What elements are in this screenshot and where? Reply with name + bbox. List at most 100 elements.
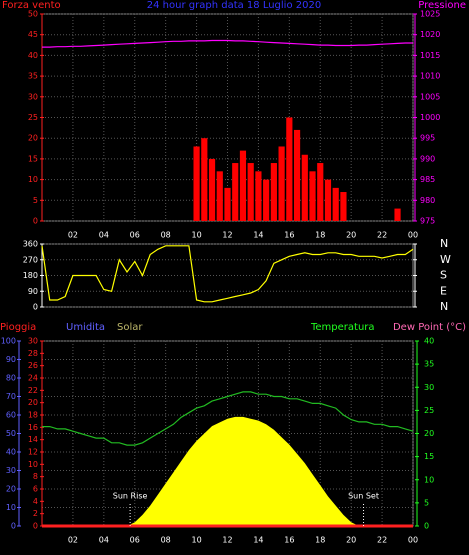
x-tick-label: 06 bbox=[130, 536, 140, 545]
y-tick-label: 985 bbox=[420, 175, 435, 184]
y-tick-label: 20 bbox=[424, 429, 434, 438]
axis-label: Dew Point (°C) bbox=[393, 322, 466, 333]
axis-label: Pioggia bbox=[0, 322, 36, 333]
x-tick-label: 12 bbox=[222, 536, 232, 545]
annotation: Sun Rise bbox=[113, 492, 148, 501]
y-tick-label: 60 bbox=[6, 411, 16, 420]
x-tick-label: 20 bbox=[346, 536, 356, 545]
axis-label: Umidita bbox=[66, 322, 105, 333]
y-tick-label: 995 bbox=[420, 134, 435, 143]
x-tick-label: 04 bbox=[99, 231, 109, 240]
bar bbox=[286, 117, 293, 221]
x-tick-label: 00 bbox=[408, 231, 418, 240]
y-tick-label: 0 bbox=[33, 303, 38, 312]
y-tick-label: 26 bbox=[28, 361, 38, 370]
y-tick-label: 80 bbox=[6, 374, 16, 383]
y-tick-label: 25 bbox=[28, 113, 38, 122]
y-tick-label: 30 bbox=[28, 92, 38, 101]
y-tick-label: 90 bbox=[6, 355, 16, 364]
line bbox=[42, 391, 414, 446]
y-tick-label: 5 bbox=[33, 196, 38, 205]
y-tick-label: E bbox=[440, 284, 447, 297]
y-tick-label: 12 bbox=[28, 448, 38, 457]
y-tick-label: 16 bbox=[28, 423, 38, 432]
bar bbox=[309, 171, 316, 221]
line bbox=[41, 245, 414, 303]
x-tick-label: 10 bbox=[191, 536, 201, 545]
x-tick-label: 08 bbox=[161, 536, 171, 545]
axis-label: Forza vento bbox=[2, 0, 61, 11]
y-tick-label: 5 bbox=[424, 498, 429, 507]
y-tick-label: 975 bbox=[420, 217, 435, 226]
bar bbox=[270, 163, 277, 221]
y-tick-label: 270 bbox=[23, 255, 38, 264]
y-tick-label: 0 bbox=[11, 522, 16, 531]
y-tick-label: 40 bbox=[28, 51, 38, 60]
y-tick-label: 24 bbox=[28, 374, 38, 383]
y-tick-label: 30 bbox=[28, 337, 38, 346]
x-tick-label: 08 bbox=[161, 231, 171, 240]
x-tick-label: 00 bbox=[408, 536, 418, 545]
y-tick-label: 4 bbox=[33, 497, 38, 506]
y-tick-label: 1000 bbox=[420, 113, 440, 122]
y-tick-label: 980 bbox=[420, 196, 435, 205]
bar bbox=[193, 146, 200, 221]
y-tick-label: 8 bbox=[33, 472, 38, 481]
y-tick-label: 90 bbox=[28, 287, 38, 296]
y-tick-label: 70 bbox=[6, 392, 16, 401]
y-tick-label: 40 bbox=[6, 448, 16, 457]
y-tick-label: 40 bbox=[424, 337, 434, 346]
y-tick-label: 10 bbox=[28, 460, 38, 469]
y-tick-label: 20 bbox=[28, 398, 38, 407]
y-tick-label: 6 bbox=[33, 485, 38, 494]
y-tick-label: 100 bbox=[1, 337, 16, 346]
bar bbox=[263, 179, 270, 221]
y-tick-label: 14 bbox=[28, 435, 38, 444]
y-tick-label: 10 bbox=[424, 475, 434, 484]
bar bbox=[394, 208, 401, 221]
y-tick-label: 360 bbox=[23, 240, 38, 249]
y-tick-label: 10 bbox=[6, 503, 16, 512]
bar bbox=[278, 146, 285, 221]
y-tick-label: 10 bbox=[28, 175, 38, 184]
y-tick-label: 35 bbox=[28, 72, 38, 81]
y-tick-label: 0 bbox=[424, 522, 429, 531]
area bbox=[42, 416, 413, 526]
y-tick-label: 30 bbox=[6, 466, 16, 475]
y-tick-label: 35 bbox=[424, 360, 434, 369]
y-tick-label: 22 bbox=[28, 386, 38, 395]
x-tick-label: 14 bbox=[253, 536, 263, 545]
bar bbox=[216, 171, 223, 221]
bar bbox=[340, 192, 347, 221]
y-tick-label: 50 bbox=[6, 429, 16, 438]
y-tick-label: 20 bbox=[6, 485, 16, 494]
annotation: Sun Set bbox=[348, 492, 379, 501]
x-tick-label: 06 bbox=[130, 231, 140, 240]
bar bbox=[293, 129, 301, 221]
x-tick-label: 18 bbox=[315, 536, 325, 545]
y-tick-label: 1005 bbox=[420, 92, 440, 101]
y-tick-label: S bbox=[440, 269, 447, 282]
bar bbox=[317, 163, 324, 221]
x-tick-label: 22 bbox=[377, 536, 387, 545]
bar bbox=[332, 187, 339, 221]
bar bbox=[224, 187, 231, 221]
y-tick-label: N bbox=[440, 237, 448, 250]
x-tick-label: 02 bbox=[68, 536, 78, 545]
y-tick-label: 1010 bbox=[420, 72, 440, 81]
y-tick-label: 25 bbox=[424, 406, 434, 415]
y-tick-label: 50 bbox=[28, 10, 38, 19]
y-tick-label: 0 bbox=[33, 217, 38, 226]
bar bbox=[239, 150, 247, 221]
x-tick-label: 18 bbox=[315, 231, 325, 240]
y-tick-label: 2 bbox=[33, 509, 38, 518]
y-tick-label: 1015 bbox=[420, 51, 440, 60]
bar bbox=[247, 163, 254, 221]
y-tick-label: 15 bbox=[424, 452, 434, 461]
bar bbox=[201, 138, 208, 221]
y-tick-label: 180 bbox=[23, 271, 38, 280]
axis-label: Temperatura bbox=[310, 322, 375, 333]
axis-label: Pressione bbox=[418, 0, 466, 11]
